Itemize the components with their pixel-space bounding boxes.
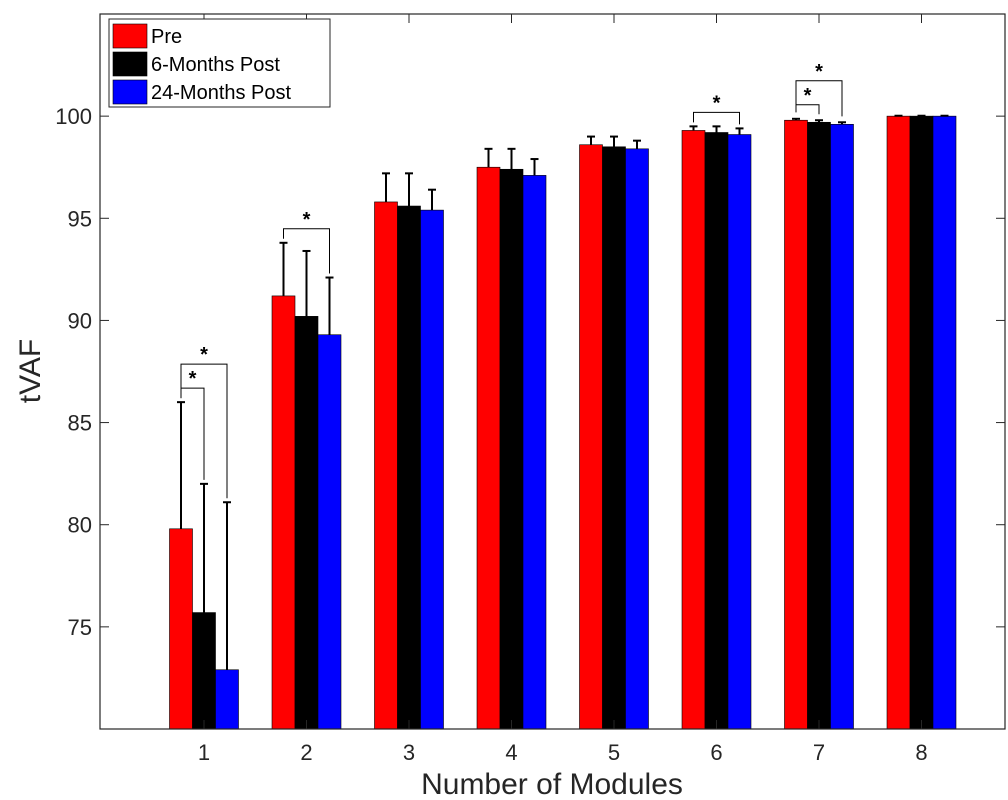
- bar-3-3: [420, 209, 444, 730]
- axes: [99, 13, 1006, 730]
- legend-label-3: 24-Months Post: [151, 82, 292, 104]
- x-tick-label: 3: [403, 740, 415, 765]
- bar-1-4: [476, 166, 501, 730]
- x-tick-label: 8: [915, 740, 927, 765]
- bar-1-5: [579, 144, 603, 730]
- significance-annotations: **** **: [180, 61, 843, 499]
- error-bars-layer: [177, 114, 949, 670]
- bar-2-6: [704, 132, 729, 730]
- legend-swatch-3: [112, 79, 148, 105]
- x-tick-label: 2: [300, 740, 312, 765]
- legend-label-2: 6-Months Post: [151, 54, 280, 76]
- bar-1-1: [169, 528, 193, 730]
- bar-3-8: [932, 115, 957, 730]
- significance-star-6-1: *: [713, 92, 721, 114]
- bar-3-1: [215, 669, 239, 730]
- legend: Pre 6-Months Post 24-Months Post: [108, 18, 331, 108]
- x-axis-title: Number of Modules: [421, 768, 683, 800]
- legend-swatch-1: [112, 23, 148, 49]
- x-tick-label: 1: [198, 740, 210, 765]
- y-tick-label: 100: [55, 104, 92, 129]
- legend-swatch-2: [112, 51, 148, 77]
- significance-bracket-6-1: [693, 111, 740, 125]
- y-tick-label: 90: [68, 308, 92, 333]
- x-tick-label: 5: [608, 740, 620, 765]
- legend-label-1: Pre: [151, 26, 182, 48]
- significance-star-7-2: *: [815, 61, 823, 83]
- ticks-layer: 75 80 85 90 95 100 1 2 3 4 5 6 7 8: [55, 14, 1005, 765]
- bars-layer: [169, 115, 957, 730]
- bar-2-3: [397, 205, 421, 730]
- plot-background: [100, 14, 1005, 729]
- bar-3-7: [830, 124, 854, 730]
- bar-2-2: [294, 316, 319, 730]
- bar-2-4: [499, 168, 524, 730]
- bar-3-6: [727, 134, 752, 730]
- bar-3-2: [317, 334, 342, 730]
- significance-star-2-1: *: [303, 209, 311, 231]
- y-tick-label: 85: [68, 411, 92, 436]
- significance-star-1-1: *: [189, 368, 197, 390]
- bar-1-7: [784, 119, 808, 730]
- bar-2-1: [192, 612, 216, 730]
- y-tick-label: 80: [68, 513, 92, 538]
- y-tick-label: 95: [68, 206, 92, 231]
- y-axis-title: tVAF: [14, 339, 47, 403]
- bar-1-6: [681, 130, 706, 730]
- significance-star-1-2: *: [200, 344, 208, 366]
- significance-bracket-1-2: [180, 363, 228, 499]
- significance-bracket-2-1: [283, 228, 330, 274]
- plot-frame: [99, 13, 1006, 730]
- significance-star-7-1: *: [804, 85, 812, 107]
- significance-bracket-7-2: [795, 80, 843, 117]
- bar-1-8: [886, 115, 911, 730]
- bar-1-3: [374, 201, 398, 730]
- bar-3-4: [522, 175, 547, 730]
- x-tick-label: 4: [505, 740, 517, 765]
- x-tick-label: 7: [813, 740, 825, 765]
- bar-3-5: [625, 148, 649, 730]
- bar-2-7: [807, 121, 831, 730]
- y-tick-label: 75: [68, 615, 92, 640]
- x-tick-label: 6: [710, 740, 722, 765]
- bar-2-5: [602, 146, 626, 730]
- bar-1-2: [271, 295, 296, 730]
- bar-2-8: [909, 115, 934, 730]
